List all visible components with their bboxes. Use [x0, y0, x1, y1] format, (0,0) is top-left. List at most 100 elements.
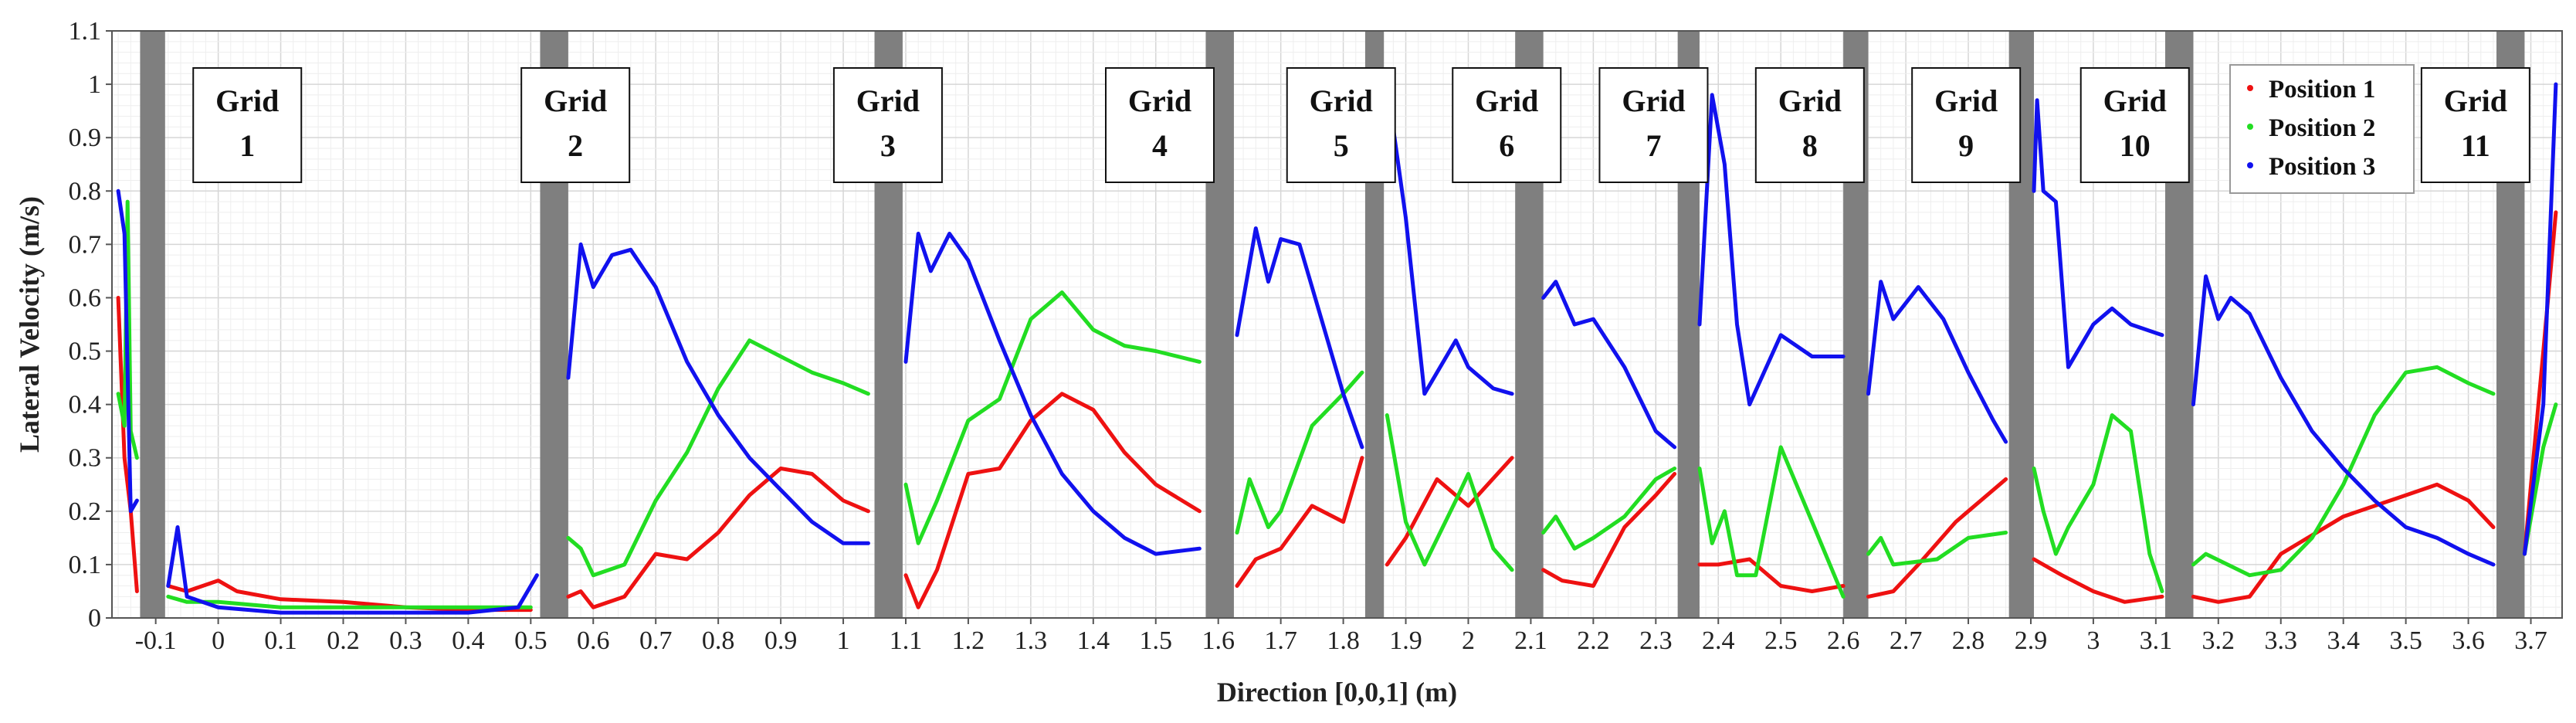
grid-label-box: [832, 67, 943, 183]
x-tick-label: 3.3: [2265, 626, 2298, 655]
series-line-segment: [1697, 445, 1846, 599]
series-line-segment: [2032, 557, 2164, 604]
y-axis-label: Lateral Velocity (m/s): [14, 196, 45, 453]
series-line-segment: [2191, 482, 2496, 604]
x-tick-label: 3.1: [2140, 626, 2173, 655]
grid-label-2: Grid 2: [520, 67, 631, 183]
grid-label-box: [1286, 67, 1396, 183]
series-line-segment: [1866, 280, 2008, 444]
series-line-segment: [1235, 226, 1364, 450]
grid-bar-1: [140, 31, 165, 618]
grid-label-1: Grid 1: [192, 67, 303, 183]
x-axis-ticks: -0.1 0 0.1 0.2 0.3 0.4 0.5 0.6 0.7 0.8 0.9 1 1.1 1.2 1…: [135, 618, 2547, 655]
x-tick-label: 1.3: [1015, 626, 1048, 655]
series-line-segment: [166, 525, 539, 615]
legend-label: Position 1: [2269, 76, 2375, 104]
x-tick-label: 1.7: [1264, 626, 1297, 655]
series-line-segment: [116, 188, 139, 514]
grid-label-number: 8: [1802, 128, 1818, 163]
series-line-segment: [903, 232, 1202, 556]
grid-label-box: [1598, 67, 1709, 183]
legend-label: Position 3: [2269, 153, 2375, 181]
x-tick-label: 2.8: [1952, 626, 1985, 655]
x-tick-label: 3.7: [2514, 626, 2547, 655]
y-tick-label: 1.1: [69, 17, 102, 46]
series-line-segment: [1541, 472, 1677, 588]
grid-label-number: 2: [568, 128, 583, 163]
grid-label-number: 11: [2461, 128, 2490, 163]
grid-label-6: Grid 6: [1452, 67, 1562, 183]
x-tick-label: 0.8: [702, 626, 735, 655]
x-tick-label: 0.6: [577, 626, 610, 655]
series-line-segment: [2032, 413, 2164, 593]
grid-label-word: Grid: [1934, 83, 1998, 118]
grid-label-5: Grid 5: [1286, 67, 1396, 183]
series-line-segment: [1697, 557, 1846, 593]
x-tick-label: 0.5: [514, 626, 547, 655]
series-line-segment: [566, 467, 870, 609]
y-tick-label: 0.4: [69, 391, 102, 419]
grid-label-box: [1754, 67, 1865, 183]
y-tick-label: 0.5: [69, 338, 102, 366]
x-axis-label: Direction [0,0,1] (m): [1217, 677, 1457, 708]
grid-label-3: Grid 3: [832, 67, 943, 183]
y-tick-label: 0: [88, 604, 101, 633]
y-axis-ticks: 0 0.1 0.2 0.3 0.4 0.5 0.6 0.7 0.8 0.9 1 1.1: [69, 17, 112, 633]
x-tick-label: 1.8: [1327, 626, 1360, 655]
grid-label-number: 9: [1958, 128, 1974, 163]
x-tick-label: 1.1: [890, 626, 923, 655]
grid-label-8: Grid 8: [1754, 67, 1865, 183]
grid-label-box: [192, 67, 303, 183]
x-tick-label: 2.3: [1639, 626, 1673, 655]
x-tick-label: 2.1: [1514, 626, 1547, 655]
grid-label-number: 5: [1334, 128, 1349, 163]
x-tick-label: 2.4: [1702, 626, 1735, 655]
grid-label-word: Grid: [215, 83, 279, 118]
series-line-segment: [116, 296, 139, 593]
grid-label-box: [1105, 67, 1215, 183]
grid-label-word: Grid: [856, 83, 920, 118]
y-tick-label: 0.1: [69, 551, 102, 579]
y-tick-label: 0.6: [69, 283, 102, 312]
grid-label-box: [520, 67, 631, 183]
y-tick-label: 0.8: [69, 177, 102, 205]
series-line-segment: [2522, 82, 2558, 556]
x-tick-label: 0.9: [764, 626, 798, 655]
legend-marker: [2247, 162, 2253, 168]
x-tick-label: 1.4: [1077, 626, 1110, 655]
legend: Position 1 Position 2 Position 3: [2229, 64, 2415, 194]
series-line-segment: [1541, 467, 1677, 551]
grid-label-word: Grid: [1128, 83, 1191, 118]
legend-marker: [2247, 85, 2253, 91]
grid-label-box: [2420, 67, 2530, 183]
x-tick-label: 1: [837, 626, 850, 655]
y-tick-label: 0.2: [69, 497, 102, 526]
x-tick-label: 1.6: [1202, 626, 1235, 655]
legend-label: Position 2: [2269, 114, 2375, 142]
grid-label-11: Grid 11: [2420, 67, 2530, 183]
x-tick-label: 2: [1462, 626, 1475, 655]
x-tick-label: 0.3: [389, 626, 422, 655]
series-line-segment: [1541, 280, 1677, 450]
x-tick-label: 0.7: [639, 626, 673, 655]
series-line-segment: [903, 290, 1202, 545]
x-tick-label: 2.9: [2015, 626, 2048, 655]
grid-label-number: 10: [2120, 128, 2151, 163]
x-tick-label: 2.5: [1764, 626, 1798, 655]
grid-labels: Grid 1 Grid 2 Grid 3 Grid 4 Grid 5 Grid 6 Grid 7 Grid 8…: [192, 67, 2530, 183]
grid-label-word: Grid: [1310, 83, 1373, 118]
grid-label-word: Grid: [544, 83, 607, 118]
series-line-segment: [566, 338, 870, 578]
y-tick-label: 1: [88, 70, 101, 99]
x-tick-label: 2.2: [1577, 626, 1610, 655]
series-position-3: [116, 82, 2558, 615]
series-line-segment: [116, 199, 139, 460]
grid-label-10: Grid 10: [2079, 67, 2190, 183]
grid-bars: [140, 31, 2525, 618]
y-tick-label: 0.7: [69, 230, 102, 259]
series-line-segment: [1235, 456, 1364, 588]
grid-label-7: Grid 7: [1598, 67, 1709, 183]
grid-label-number: 4: [1152, 128, 1168, 163]
grid-label-box: [1452, 67, 1562, 183]
x-tick-label: 0: [212, 626, 225, 655]
